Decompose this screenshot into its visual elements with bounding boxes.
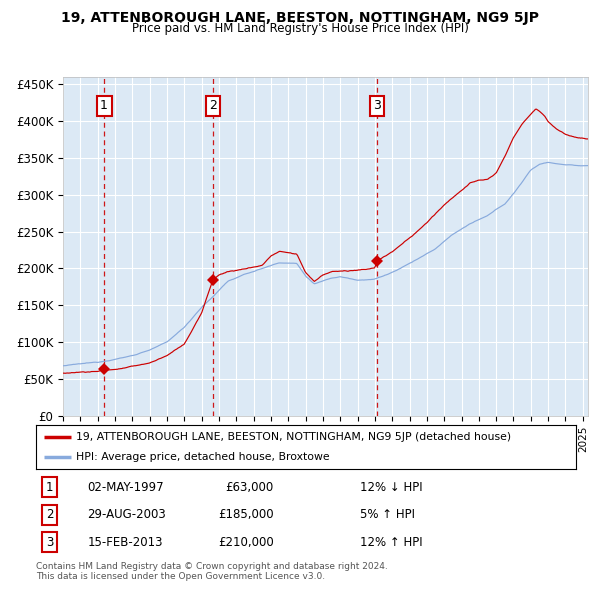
Text: £63,000: £63,000 xyxy=(226,481,274,494)
Text: £185,000: £185,000 xyxy=(218,508,274,522)
Text: 1: 1 xyxy=(46,481,53,494)
Text: 19, ATTENBOROUGH LANE, BEESTON, NOTTINGHAM, NG9 5JP (detached house): 19, ATTENBOROUGH LANE, BEESTON, NOTTINGH… xyxy=(77,432,512,442)
Text: This data is licensed under the Open Government Licence v3.0.: This data is licensed under the Open Gov… xyxy=(36,572,325,581)
Text: £210,000: £210,000 xyxy=(218,536,274,549)
Text: 12% ↑ HPI: 12% ↑ HPI xyxy=(360,536,422,549)
Text: Price paid vs. HM Land Registry's House Price Index (HPI): Price paid vs. HM Land Registry's House … xyxy=(131,22,469,35)
Text: 2: 2 xyxy=(209,99,217,112)
Text: 12% ↓ HPI: 12% ↓ HPI xyxy=(360,481,422,494)
Text: 1: 1 xyxy=(100,99,108,112)
Text: 02-MAY-1997: 02-MAY-1997 xyxy=(88,481,164,494)
Text: HPI: Average price, detached house, Broxtowe: HPI: Average price, detached house, Brox… xyxy=(77,452,330,462)
Text: 3: 3 xyxy=(46,536,53,549)
Text: 5% ↑ HPI: 5% ↑ HPI xyxy=(360,508,415,522)
Text: 15-FEB-2013: 15-FEB-2013 xyxy=(88,536,163,549)
Text: 3: 3 xyxy=(373,99,381,112)
Text: Contains HM Land Registry data © Crown copyright and database right 2024.: Contains HM Land Registry data © Crown c… xyxy=(36,562,388,571)
Text: 2: 2 xyxy=(46,508,53,522)
Text: 29-AUG-2003: 29-AUG-2003 xyxy=(88,508,166,522)
Text: 19, ATTENBOROUGH LANE, BEESTON, NOTTINGHAM, NG9 5JP: 19, ATTENBOROUGH LANE, BEESTON, NOTTINGH… xyxy=(61,11,539,25)
